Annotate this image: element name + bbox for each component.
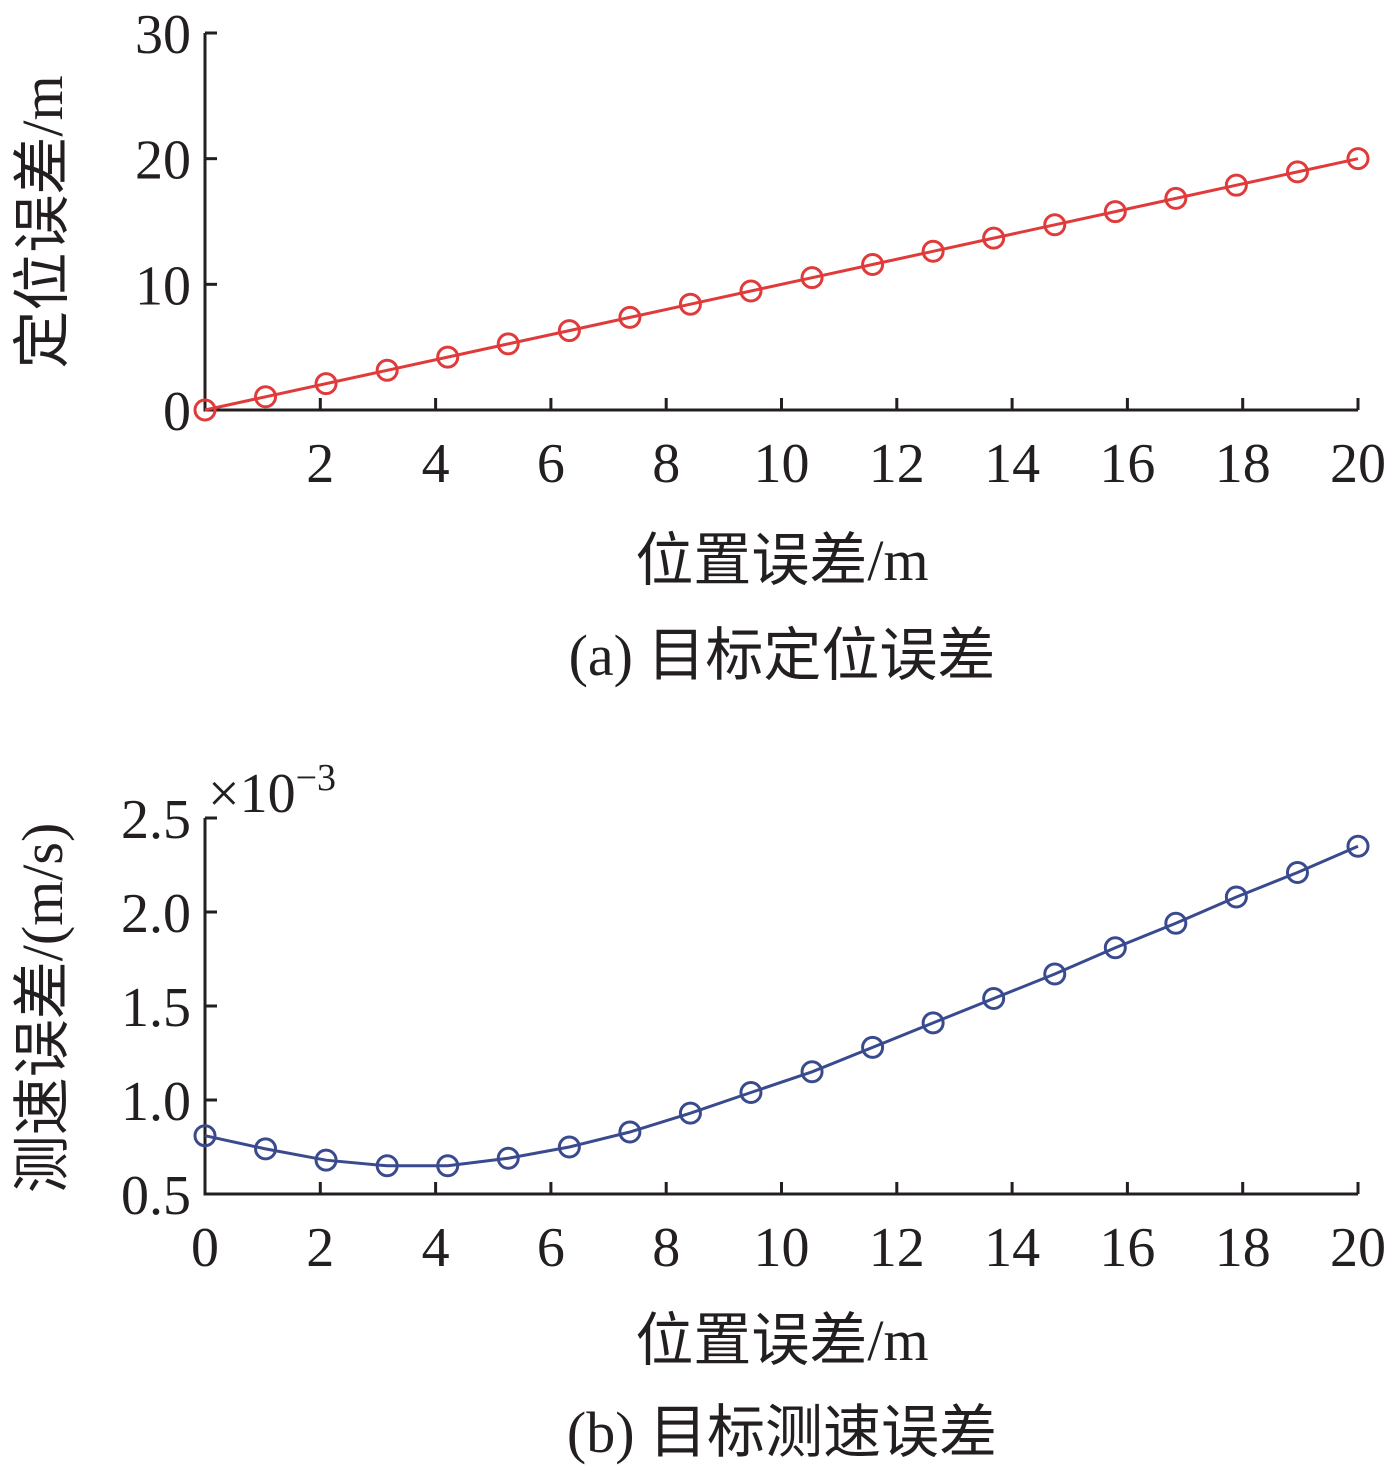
data-point — [618, 1120, 642, 1144]
data-point — [1164, 186, 1188, 210]
data-point — [921, 239, 945, 263]
panel-a: 0 10 20 30 2 4 6 8 10 12 14 16 18 20 定位误差/m 位置误差/m (… — [10, 4, 1386, 688]
panel-a-axes — [203, 33, 1358, 412]
y-tick-label: 10 — [135, 255, 191, 317]
data-point — [1043, 962, 1067, 986]
data-point — [375, 358, 399, 382]
data-point — [1285, 861, 1309, 885]
data-point — [1285, 160, 1309, 184]
data-point — [982, 226, 1006, 250]
x-tick-label: 8 — [652, 433, 680, 495]
panel-a-ylabel: 定位误差/m — [10, 75, 75, 368]
y-tick-label: 1.5 — [121, 977, 191, 1039]
data-point — [1224, 173, 1248, 197]
data-point — [1164, 911, 1188, 935]
data-point — [800, 1060, 824, 1084]
panel-a-xlabel: 位置误差/m — [635, 528, 928, 593]
x-tick-label: 16 — [1099, 433, 1155, 495]
y-tick-label: 30 — [135, 4, 191, 66]
data-point — [314, 372, 338, 396]
data-point — [557, 319, 581, 343]
x-tick-label: 16 — [1099, 1217, 1155, 1279]
panel-b-x-ticks: 0 2 4 6 8 10 12 14 16 18 20 — [191, 1182, 1386, 1279]
data-point — [678, 292, 702, 316]
panel-b-caption: (b) 目标测速误差 — [567, 1400, 997, 1465]
y-tick-label: 2.5 — [121, 789, 191, 851]
panel-b-ylabel: 测速误差/(m/s) — [10, 823, 75, 1194]
x-tick-label: 6 — [537, 1217, 565, 1279]
data-point — [314, 1148, 338, 1172]
data-point — [1103, 200, 1127, 224]
data-point — [496, 332, 520, 356]
data-point — [557, 1135, 581, 1159]
panel-b-series-line — [204, 844, 1359, 1168]
x-tick-label: 18 — [1215, 1217, 1271, 1279]
data-point — [1043, 213, 1067, 237]
y-tick-label: 0 — [163, 381, 191, 443]
x-tick-label: 4 — [422, 433, 450, 495]
data-point — [618, 305, 642, 329]
data-point — [1346, 147, 1370, 171]
panel-b: 0.51.01.52.02.5 0 2 4 6 8 10 12 14 16 18 20 ×10−3 … — [10, 757, 1386, 1465]
panel-b-xlabel: 位置误差/m — [635, 1308, 928, 1373]
x-tick-label: 2 — [306, 1217, 334, 1279]
x-tick-label: 0 — [191, 1217, 219, 1279]
data-point — [193, 1124, 217, 1148]
data-point — [739, 279, 763, 303]
panel-a-x-ticks: 2 4 6 8 10 12 14 16 18 20 — [306, 398, 1386, 495]
data-point — [800, 266, 824, 290]
panel-b-y-ticks: 0.5 1.0 1.5 2.0 2.5 — [121, 789, 217, 1227]
data-point — [861, 252, 885, 276]
x-tick-label: 10 — [754, 433, 810, 495]
x-tick-label: 20 — [1330, 1217, 1386, 1279]
y-tick-label: 1.0 — [121, 1071, 191, 1133]
data-point — [921, 1011, 945, 1035]
x-tick-label: 20 — [1330, 433, 1386, 495]
panel-a-caption: (a) 目标定位误差 — [569, 623, 996, 688]
x-tick-label: 12 — [869, 433, 925, 495]
x-tick-label: 18 — [1215, 433, 1271, 495]
data-point — [375, 1154, 399, 1178]
data-point — [436, 345, 460, 369]
y-tick-label: 20 — [135, 130, 191, 192]
x-tick-label: 2 — [306, 433, 334, 495]
data-point — [496, 1146, 520, 1170]
panel-b-y-multiplier-base: ×10 — [208, 763, 296, 825]
panel-b-y-multiplier-exp: −3 — [296, 757, 336, 799]
data-point — [254, 385, 278, 409]
data-point — [193, 398, 217, 422]
x-tick-label: 10 — [754, 1217, 810, 1279]
data-point — [1346, 834, 1370, 858]
panel-b-markers — [193, 834, 1370, 1178]
data-point — [436, 1154, 460, 1178]
data-point — [1224, 885, 1248, 909]
panel-b-y-multiplier: ×10−3 — [208, 757, 336, 825]
data-point — [982, 986, 1006, 1010]
data-point — [861, 1035, 885, 1059]
x-tick-label: 14 — [984, 1217, 1040, 1279]
data-point — [739, 1080, 763, 1104]
x-tick-label: 4 — [422, 1217, 450, 1279]
panel-a-markers — [193, 147, 1370, 422]
x-tick-label: 6 — [537, 433, 565, 495]
data-point — [254, 1137, 278, 1161]
y-tick-label: 0.5 — [121, 1165, 191, 1227]
x-tick-label: 8 — [652, 1217, 680, 1279]
data-point — [1103, 936, 1127, 960]
data-point — [678, 1101, 702, 1125]
panel-b-axes — [203, 818, 1358, 1196]
x-tick-label: 12 — [869, 1217, 925, 1279]
panel-a-y-ticks: 0 10 20 30 — [135, 4, 217, 443]
x-tick-label: 14 — [984, 433, 1040, 495]
y-tick-label: 2.0 — [121, 883, 191, 945]
